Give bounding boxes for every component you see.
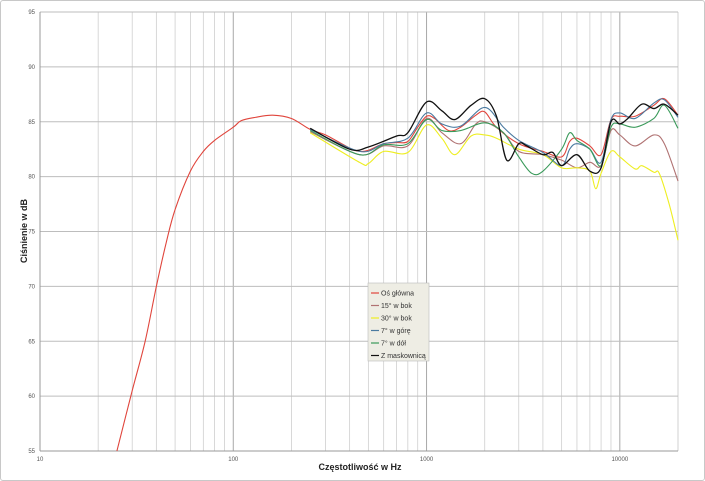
legend-entry: 30° w bok — [381, 315, 412, 323]
x-tick-label: 10 — [37, 457, 44, 463]
legend-entry: Z maskownicą — [381, 353, 426, 360]
x-axis-title: Częstotliwość w Hz — [318, 462, 402, 472]
legend: Oś główna 15° w bok 30° w bok 7° w górę 7° w… — [367, 282, 430, 362]
x-tick-label: 100 — [228, 457, 239, 463]
y-axis-title: Ciśnienie w dB — [19, 198, 29, 263]
series-line-1 — [116, 97, 679, 452]
y-tick-label: 55 — [28, 449, 35, 455]
y-tick-label: 85 — [28, 120, 35, 126]
grid — [39, 11, 679, 452]
series-lines — [116, 97, 679, 452]
y-tick-label: 70 — [28, 284, 35, 290]
legend-entry: Oś główna — [381, 291, 414, 298]
x-tick-label: 1000 — [420, 457, 434, 463]
legend-entry: 7° w górę — [381, 327, 411, 335]
legend-entry: 15° w bok — [381, 302, 412, 310]
y-tick-label: 80 — [28, 175, 35, 181]
x-tick-label: 10000 — [611, 457, 628, 463]
y-tick-label: 75 — [28, 230, 35, 236]
series-line-5 — [309, 104, 679, 176]
legend-box — [367, 282, 430, 362]
legend-entry: 7° w dół — [381, 340, 406, 348]
y-tick-label: 60 — [28, 394, 35, 400]
series-line-3 — [309, 124, 679, 241]
y-tick-label: 65 — [28, 339, 35, 345]
tick-labels: 55 60 65 70 75 80 85 90 95 10 100 1000 10000 — [28, 10, 629, 463]
series-line-2 — [309, 117, 679, 182]
y-tick-label: 90 — [28, 65, 35, 71]
y-tick-label: 95 — [28, 10, 35, 16]
series-line-6 — [309, 97, 679, 175]
